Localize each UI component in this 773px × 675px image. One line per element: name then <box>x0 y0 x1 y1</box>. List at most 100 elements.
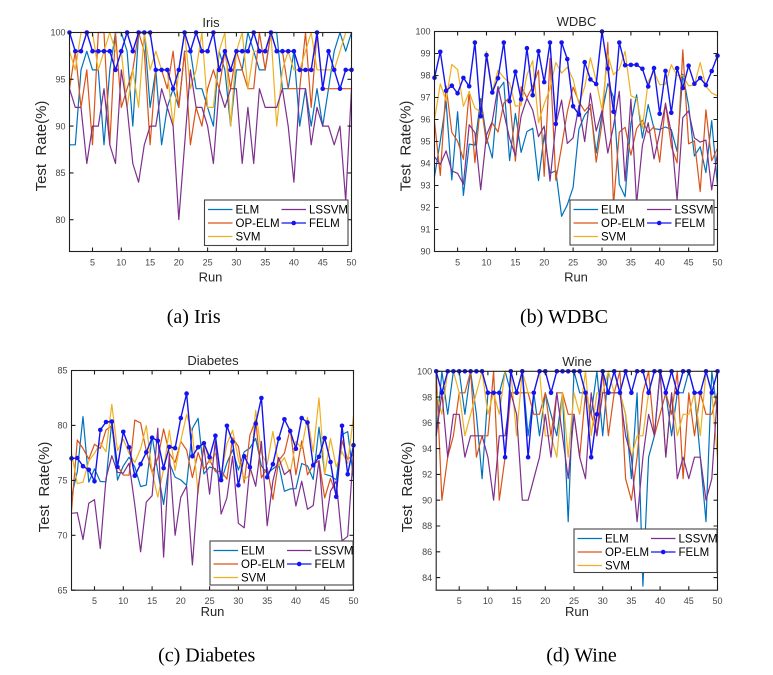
svg-text:96: 96 <box>422 418 432 428</box>
svg-text:88: 88 <box>422 521 432 531</box>
svg-text:FELM: FELM <box>675 218 706 230</box>
svg-text:45: 45 <box>318 258 328 268</box>
svg-text:OP-ELM: OP-ELM <box>605 547 649 559</box>
svg-text:Wine: Wine <box>562 354 592 369</box>
svg-text:10: 10 <box>481 258 491 268</box>
svg-text:75: 75 <box>57 476 67 486</box>
svg-text:25: 25 <box>568 258 578 268</box>
svg-text:Test Rate(%): Test Rate(%) <box>399 442 416 533</box>
svg-text:(a) Iris: (a) Iris <box>167 306 221 328</box>
svg-text:Run: Run <box>201 604 225 619</box>
svg-text:WDBC: WDBC <box>557 14 597 29</box>
svg-text:97: 97 <box>420 93 430 103</box>
svg-text:92: 92 <box>420 203 430 213</box>
svg-text:LSSVM: LSSVM <box>315 545 354 557</box>
svg-text:15: 15 <box>147 596 157 606</box>
svg-text:100: 100 <box>50 28 65 38</box>
svg-text:70: 70 <box>57 531 67 541</box>
svg-text:Test Rate(%): Test Rate(%) <box>36 442 53 533</box>
svg-text:30: 30 <box>598 596 608 606</box>
svg-text:5: 5 <box>457 596 462 606</box>
svg-text:Run: Run <box>199 270 223 285</box>
svg-text:95: 95 <box>55 75 65 85</box>
svg-text:98: 98 <box>422 392 432 402</box>
svg-text:10: 10 <box>118 596 128 606</box>
svg-text:15: 15 <box>510 258 520 268</box>
svg-text:25: 25 <box>205 596 215 606</box>
svg-text:35: 35 <box>626 596 636 606</box>
svg-text:5: 5 <box>455 258 460 268</box>
svg-text:OP-ELM: OP-ELM <box>236 218 280 230</box>
svg-text:20: 20 <box>176 596 186 606</box>
svg-text:65: 65 <box>57 585 67 595</box>
svg-text:100: 100 <box>415 27 430 37</box>
svg-text:LSSVM: LSSVM <box>309 204 348 216</box>
svg-text:85: 85 <box>55 168 65 178</box>
svg-text:SVM: SVM <box>236 231 261 243</box>
svg-text:50: 50 <box>712 596 722 606</box>
svg-text:SVM: SVM <box>601 231 626 243</box>
svg-text:10: 10 <box>116 258 126 268</box>
svg-text:5: 5 <box>92 596 97 606</box>
svg-text:50: 50 <box>712 258 722 268</box>
svg-text:ELM: ELM <box>605 533 629 545</box>
svg-text:35: 35 <box>260 258 270 268</box>
svg-text:95: 95 <box>420 137 430 147</box>
svg-text:20: 20 <box>539 258 549 268</box>
svg-text:40: 40 <box>655 596 665 606</box>
svg-text:94: 94 <box>422 444 432 454</box>
svg-text:96: 96 <box>420 115 430 125</box>
svg-text:LSSVM: LSSVM <box>675 204 714 216</box>
svg-text:90: 90 <box>420 247 430 257</box>
svg-text:Iris: Iris <box>202 15 220 30</box>
svg-text:45: 45 <box>684 596 694 606</box>
svg-text:40: 40 <box>289 258 299 268</box>
svg-text:85: 85 <box>57 366 67 376</box>
svg-text:Run: Run <box>564 270 588 285</box>
svg-text:FELM: FELM <box>679 547 710 559</box>
svg-text:LSSVM: LSSVM <box>679 533 718 545</box>
svg-text:ELM: ELM <box>241 545 265 557</box>
svg-text:FELM: FELM <box>315 559 346 571</box>
svg-text:90: 90 <box>55 121 65 131</box>
svg-text:30: 30 <box>231 258 241 268</box>
svg-text:10: 10 <box>483 596 493 606</box>
svg-text:Run: Run <box>565 604 589 619</box>
svg-text:15: 15 <box>145 258 155 268</box>
svg-text:SVM: SVM <box>605 560 630 572</box>
svg-text:45: 45 <box>684 258 694 268</box>
svg-text:80: 80 <box>55 215 65 225</box>
svg-text:35: 35 <box>262 596 272 606</box>
svg-text:20: 20 <box>174 258 184 268</box>
svg-text:(b) WDBC: (b) WDBC <box>520 306 608 328</box>
svg-text:ELM: ELM <box>236 204 260 216</box>
svg-text:(c) Diabetes: (c) Diabetes <box>158 645 255 667</box>
svg-text:91: 91 <box>420 225 430 235</box>
svg-text:50: 50 <box>348 596 358 606</box>
svg-text:Diabetes: Diabetes <box>187 353 239 368</box>
svg-text:100: 100 <box>417 367 432 377</box>
svg-text:30: 30 <box>233 596 243 606</box>
svg-text:93: 93 <box>420 181 430 191</box>
svg-text:86: 86 <box>422 547 432 557</box>
svg-text:50: 50 <box>346 258 356 268</box>
svg-text:ELM: ELM <box>601 204 625 216</box>
svg-text:5: 5 <box>90 258 95 268</box>
svg-text:40: 40 <box>291 596 301 606</box>
svg-text:35: 35 <box>626 258 636 268</box>
svg-text:25: 25 <box>203 258 213 268</box>
svg-text:25: 25 <box>569 596 579 606</box>
svg-text:(d) Wine: (d) Wine <box>546 645 617 667</box>
svg-text:SVM: SVM <box>241 572 266 584</box>
svg-text:45: 45 <box>320 596 330 606</box>
svg-text:FELM: FELM <box>309 218 340 230</box>
svg-text:94: 94 <box>420 159 430 169</box>
svg-text:80: 80 <box>57 421 67 431</box>
svg-text:98: 98 <box>420 71 430 81</box>
svg-text:15: 15 <box>512 596 522 606</box>
svg-text:OP-ELM: OP-ELM <box>241 559 285 571</box>
svg-text:92: 92 <box>422 470 432 480</box>
svg-text:90: 90 <box>422 495 432 505</box>
svg-text:84: 84 <box>422 573 432 583</box>
svg-text:30: 30 <box>597 258 607 268</box>
